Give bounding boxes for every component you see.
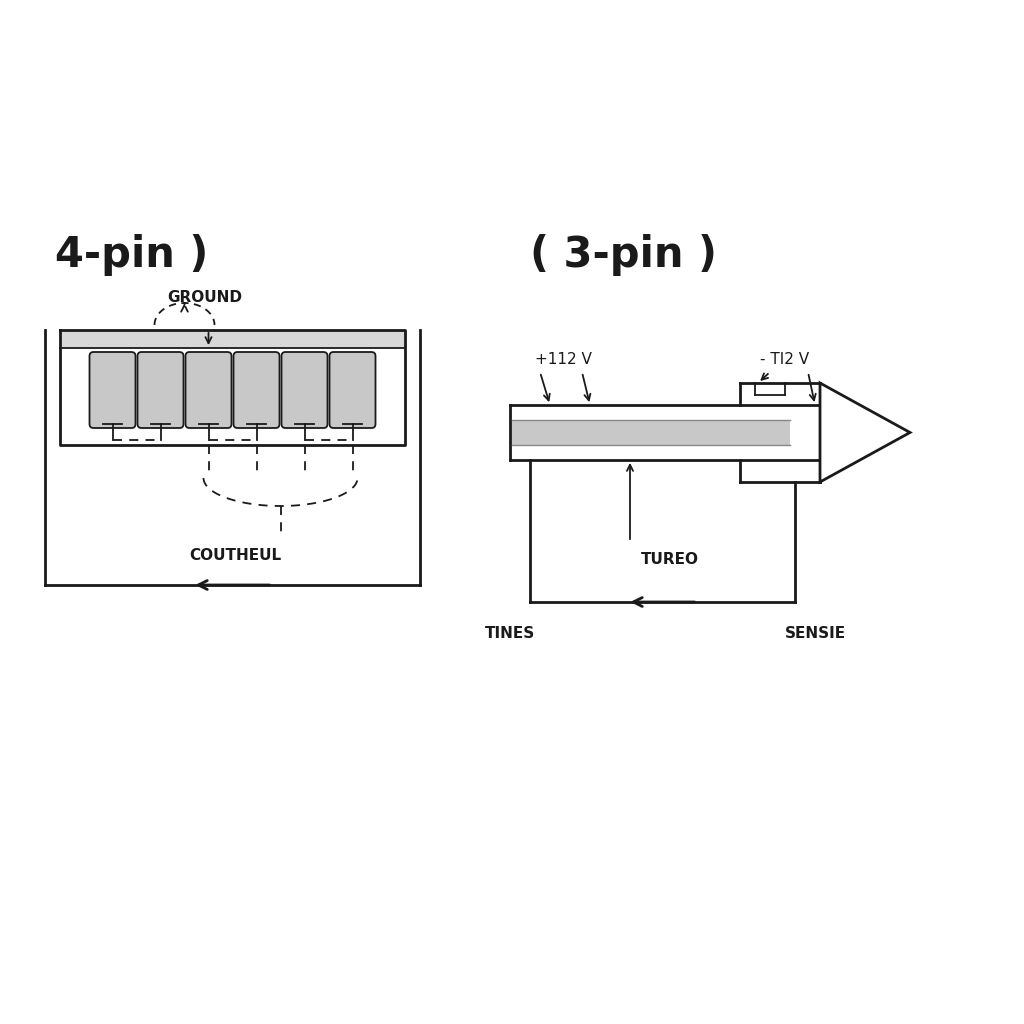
- FancyBboxPatch shape: [89, 352, 135, 428]
- Polygon shape: [820, 383, 910, 482]
- Text: TINES: TINES: [485, 627, 536, 641]
- FancyBboxPatch shape: [282, 352, 328, 428]
- FancyBboxPatch shape: [233, 352, 280, 428]
- Text: +112 V: +112 V: [535, 352, 592, 368]
- FancyBboxPatch shape: [185, 352, 231, 428]
- Text: 4-pin ): 4-pin ): [55, 234, 208, 276]
- FancyBboxPatch shape: [137, 352, 183, 428]
- Text: GROUND: GROUND: [168, 291, 243, 305]
- Text: TUREO: TUREO: [641, 553, 699, 567]
- Text: SENSIE: SENSIE: [784, 627, 846, 641]
- Text: - TI2 V: - TI2 V: [760, 352, 809, 368]
- Text: COUTHEUL: COUTHEUL: [189, 548, 281, 562]
- FancyBboxPatch shape: [330, 352, 376, 428]
- Text: ( 3-pin ): ( 3-pin ): [530, 234, 717, 276]
